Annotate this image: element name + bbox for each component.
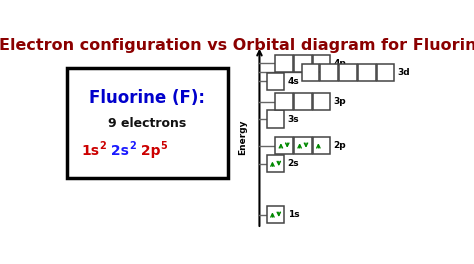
Text: 2p: 2p <box>334 141 346 150</box>
Text: 1s: 1s <box>288 210 300 219</box>
Bar <box>301 64 319 81</box>
Bar <box>275 137 293 154</box>
Bar <box>294 137 311 154</box>
Bar <box>267 73 284 90</box>
Text: 2: 2 <box>99 141 106 151</box>
Bar <box>294 93 311 110</box>
Text: 3s: 3s <box>288 115 300 124</box>
Text: 4s: 4s <box>288 77 300 86</box>
Bar <box>294 55 311 72</box>
Bar <box>267 206 284 223</box>
Text: 2s: 2s <box>106 144 129 158</box>
Bar <box>267 110 284 128</box>
Bar <box>320 64 338 81</box>
Text: Fluorine (F):: Fluorine (F): <box>90 89 205 107</box>
Bar <box>377 64 394 81</box>
Text: Electron configuration vs Orbital diagram for Fluorine: Electron configuration vs Orbital diagra… <box>0 38 474 53</box>
Text: 2: 2 <box>129 141 136 151</box>
Bar <box>358 64 375 81</box>
Text: 3d: 3d <box>398 68 410 77</box>
Bar <box>267 155 284 172</box>
Bar <box>275 55 293 72</box>
Text: 2p: 2p <box>136 144 160 158</box>
Bar <box>66 68 228 178</box>
Text: 5: 5 <box>160 141 167 151</box>
Text: 4p: 4p <box>334 59 346 68</box>
Bar <box>313 93 330 110</box>
Bar <box>275 93 293 110</box>
Text: Energy: Energy <box>238 120 247 155</box>
Bar <box>339 64 357 81</box>
Bar <box>313 137 330 154</box>
Text: 1s: 1s <box>82 144 99 158</box>
Bar <box>313 55 330 72</box>
Text: 9 electrons: 9 electrons <box>108 117 187 130</box>
Text: 3p: 3p <box>334 97 346 106</box>
Text: 2s: 2s <box>288 159 300 168</box>
